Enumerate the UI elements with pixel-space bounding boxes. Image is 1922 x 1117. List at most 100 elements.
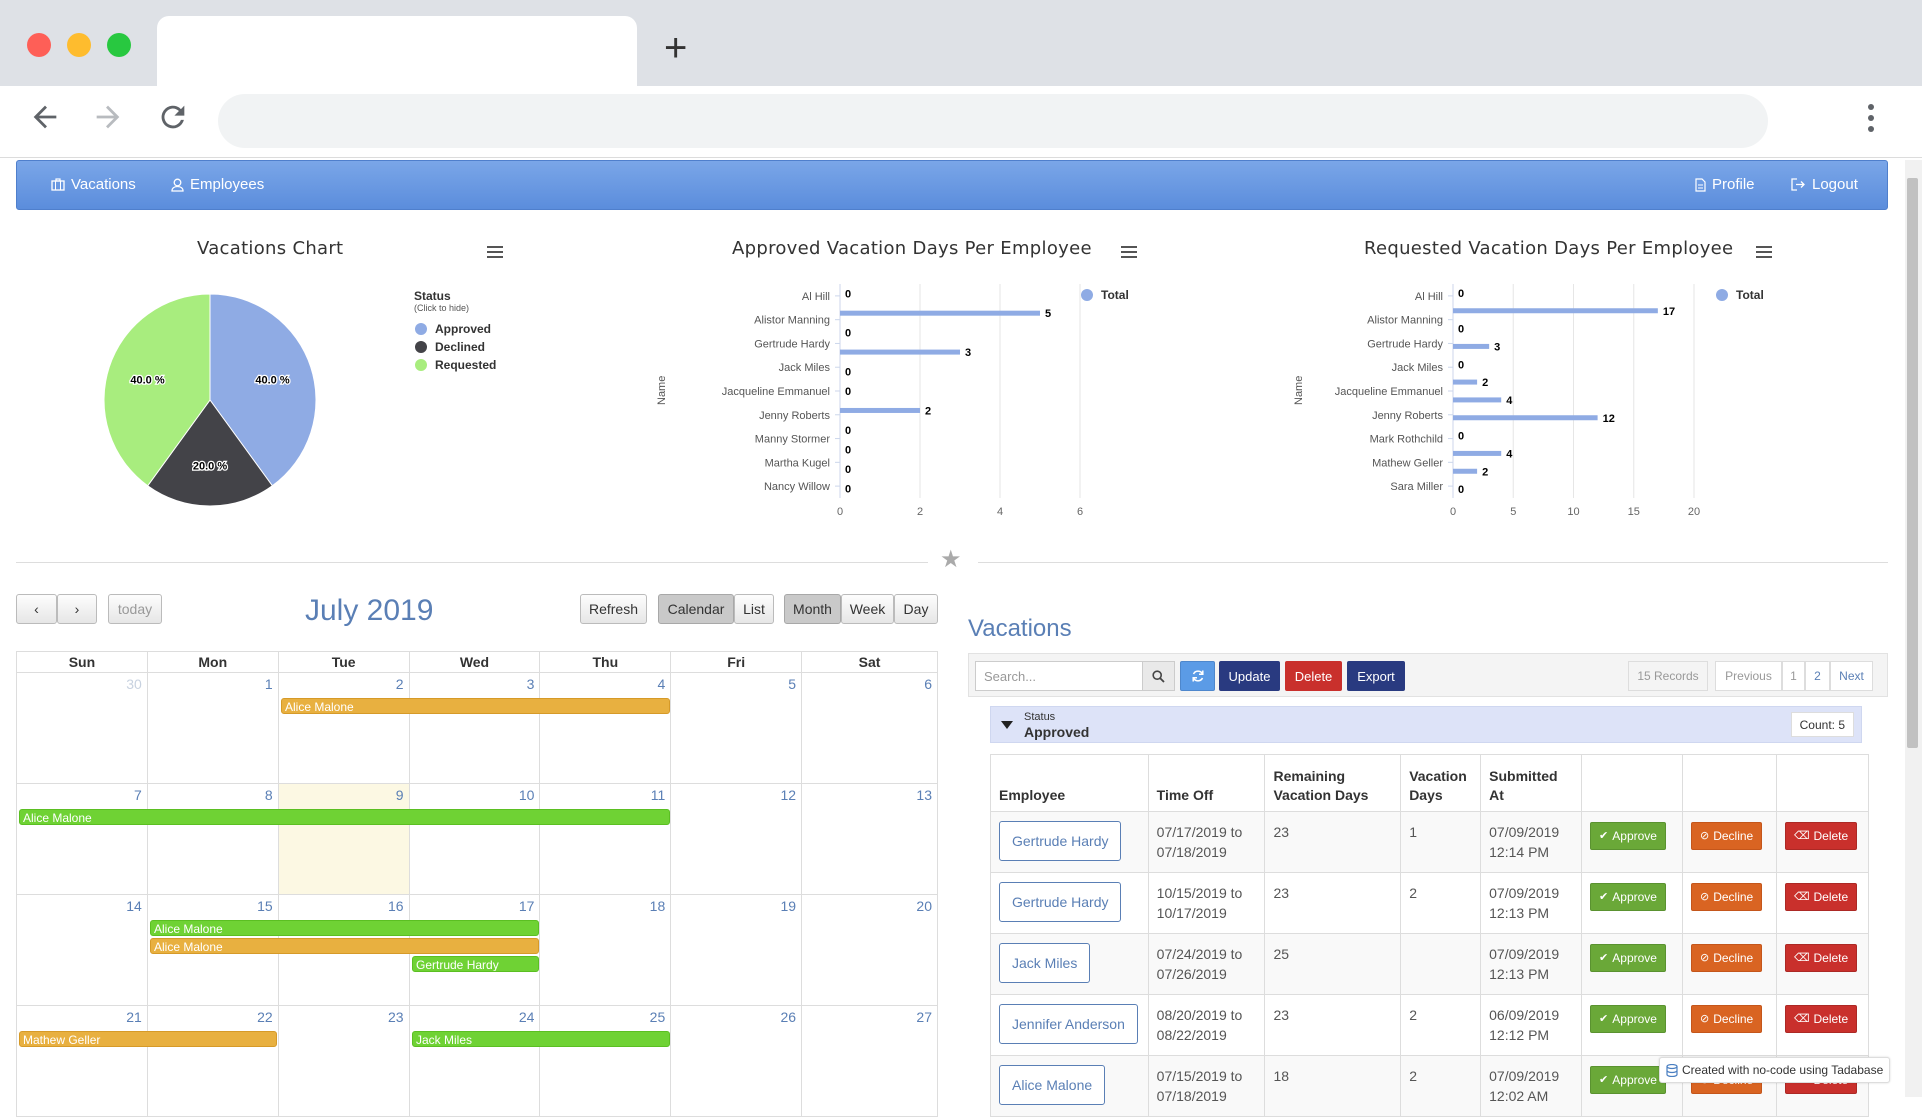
bar[interactable]	[1453, 468, 1478, 474]
search-button[interactable]	[1142, 661, 1175, 691]
decline-button[interactable]: ⊘Decline	[1690, 944, 1763, 972]
calendar-week-button[interactable]: Week	[841, 594, 894, 624]
requested-legend-total[interactable]: Total	[1716, 288, 1764, 302]
pie-legend-approved[interactable]: Approved	[415, 322, 491, 336]
calendar-day-cell[interactable]: 20	[801, 894, 938, 1006]
bar[interactable]	[1453, 397, 1502, 403]
browser-tab[interactable]	[157, 16, 637, 86]
calendar-day-cell[interactable]: 27	[801, 1005, 938, 1117]
column-header[interactable]: Remaining Vacation Days	[1264, 754, 1402, 812]
pie-chart-menu-icon[interactable]	[487, 246, 503, 261]
maximize-window-button[interactable]	[107, 33, 131, 57]
nav-vacations[interactable]: Vacations	[51, 176, 136, 193]
bar[interactable]	[1453, 450, 1502, 456]
calendar-day-cell[interactable]: 3	[408, 672, 541, 784]
calendar-event[interactable]: Alice Malone	[150, 920, 539, 936]
calendar-day-cell[interactable]: 30	[16, 672, 148, 784]
calendar-day-cell[interactable]: 1	[146, 672, 279, 784]
delete-row-button[interactable]: ⌫Delete	[1784, 822, 1858, 850]
employee-link-button[interactable]: Jack Miles	[999, 943, 1091, 983]
calendar-day-cell[interactable]: 26	[670, 1005, 803, 1117]
forward-arrow-icon[interactable]	[91, 100, 125, 143]
calendar-day-cell[interactable]: 18	[539, 894, 672, 1006]
calendar-today-button[interactable]: today	[108, 594, 162, 624]
calendar-refresh-button[interactable]: Refresh	[580, 594, 647, 624]
calendar-event[interactable]: Jack Miles	[412, 1031, 670, 1047]
requested-chart-menu-icon[interactable]	[1756, 246, 1772, 261]
bar[interactable]	[1453, 308, 1658, 314]
calendar-event[interactable]: Alice Malone	[150, 938, 539, 954]
pie-slice-approved[interactable]	[209, 293, 317, 487]
minimize-window-button[interactable]	[67, 33, 91, 57]
delete-button[interactable]: Delete	[1285, 661, 1342, 691]
calendar-event[interactable]: Alice Malone	[281, 698, 670, 714]
employee-link-button[interactable]: Gertrude Hardy	[999, 882, 1122, 922]
tadabase-badge[interactable]: Created with no-code using Tadabase	[1659, 1057, 1891, 1083]
status-group-header[interactable]: Status Approved Count: 5	[990, 706, 1862, 743]
nav-logout[interactable]: Logout	[1791, 176, 1858, 193]
address-bar[interactable]	[218, 94, 1768, 148]
calendar-day-cell[interactable]: 14	[16, 894, 148, 1006]
calendar-day-cell[interactable]: 5	[670, 672, 803, 784]
reload-icon[interactable]	[156, 100, 190, 143]
calendar-day-cell[interactable]: 25	[539, 1005, 672, 1117]
bar[interactable]	[840, 407, 920, 413]
pie-slice-declined[interactable]	[146, 399, 274, 507]
bar[interactable]	[1453, 415, 1598, 421]
calendar-event[interactable]: Mathew Geller	[19, 1031, 277, 1047]
calendar-view-calendar-button[interactable]: Calendar	[658, 594, 734, 624]
approve-button[interactable]: ✔ Approve	[1590, 1005, 1666, 1033]
export-button[interactable]: Export	[1347, 661, 1405, 691]
vacations-search-input[interactable]: Search...	[975, 661, 1143, 691]
column-header[interactable]: Submitted At	[1480, 754, 1583, 812]
pie-slice-requested[interactable]	[103, 293, 211, 487]
approve-button[interactable]: ✔ Approve	[1590, 822, 1666, 850]
column-header[interactable]: Vacation Days	[1400, 754, 1482, 812]
calendar-day-cell[interactable]: 4	[539, 672, 672, 784]
close-window-button[interactable]	[27, 33, 51, 57]
approved-legend-total[interactable]: Total	[1081, 288, 1129, 302]
calendar-day-cell[interactable]: 22	[146, 1005, 279, 1117]
calendar-event[interactable]: Alice Malone	[19, 809, 670, 825]
nav-employees[interactable]: Employees	[171, 176, 264, 193]
new-tab-button[interactable]: +	[664, 26, 688, 70]
back-arrow-icon[interactable]	[28, 100, 62, 143]
browser-menu-icon[interactable]	[1868, 104, 1876, 137]
column-header[interactable]: Time Off	[1147, 754, 1266, 812]
calendar-next-button[interactable]: ›	[57, 594, 97, 624]
calendar-day-cell[interactable]: 13	[801, 783, 938, 895]
calendar-day-cell[interactable]: 6	[801, 672, 938, 784]
calendar-day-cell[interactable]: 7	[16, 783, 148, 895]
page-scrollbar-thumb[interactable]	[1907, 178, 1918, 748]
employee-link-button[interactable]: Jennifer Anderson	[999, 1004, 1138, 1044]
bar[interactable]	[1453, 379, 1478, 385]
calendar-view-list-button[interactable]: List	[734, 594, 774, 624]
decline-button[interactable]: ⊘Decline	[1690, 883, 1763, 911]
pagination-page-2[interactable]: 2	[1805, 661, 1830, 691]
employee-link-button[interactable]: Alice Malone	[999, 1065, 1106, 1105]
calendar-day-cell[interactable]: 24	[408, 1005, 541, 1117]
calendar-month-button[interactable]: Month	[784, 594, 841, 624]
approve-button[interactable]: ✔ Approve	[1590, 883, 1666, 911]
pagination-next[interactable]: Next	[1830, 661, 1873, 691]
refresh-button[interactable]	[1180, 661, 1215, 691]
column-header[interactable]: Employee	[990, 754, 1149, 812]
pie-legend-requested[interactable]: Requested	[415, 358, 496, 372]
decline-button[interactable]: ⊘Decline	[1690, 1005, 1763, 1033]
delete-row-button[interactable]: ⌫Delete	[1784, 883, 1858, 911]
calendar-day-cell[interactable]: 23	[277, 1005, 410, 1117]
calendar-day-cell[interactable]: 21	[16, 1005, 148, 1117]
calendar-day-cell[interactable]: 10	[408, 783, 541, 895]
approved-chart-menu-icon[interactable]	[1121, 246, 1137, 261]
update-button[interactable]: Update	[1219, 661, 1280, 691]
calendar-day-cell[interactable]: 11	[539, 783, 672, 895]
delete-row-button[interactable]: ⌫Delete	[1784, 944, 1858, 972]
approve-button[interactable]: ✔ Approve	[1590, 1066, 1666, 1094]
calendar-event[interactable]: Gertrude Hardy	[412, 956, 539, 972]
pie-legend-declined[interactable]: Declined	[415, 340, 485, 354]
calendar-day-cell[interactable]: 12	[670, 783, 803, 895]
nav-profile[interactable]: Profile	[1695, 176, 1755, 193]
bar[interactable]	[840, 310, 1040, 316]
calendar-day-cell-today[interactable]: 9	[277, 783, 410, 895]
calendar-day-cell[interactable]: 19	[670, 894, 803, 1006]
